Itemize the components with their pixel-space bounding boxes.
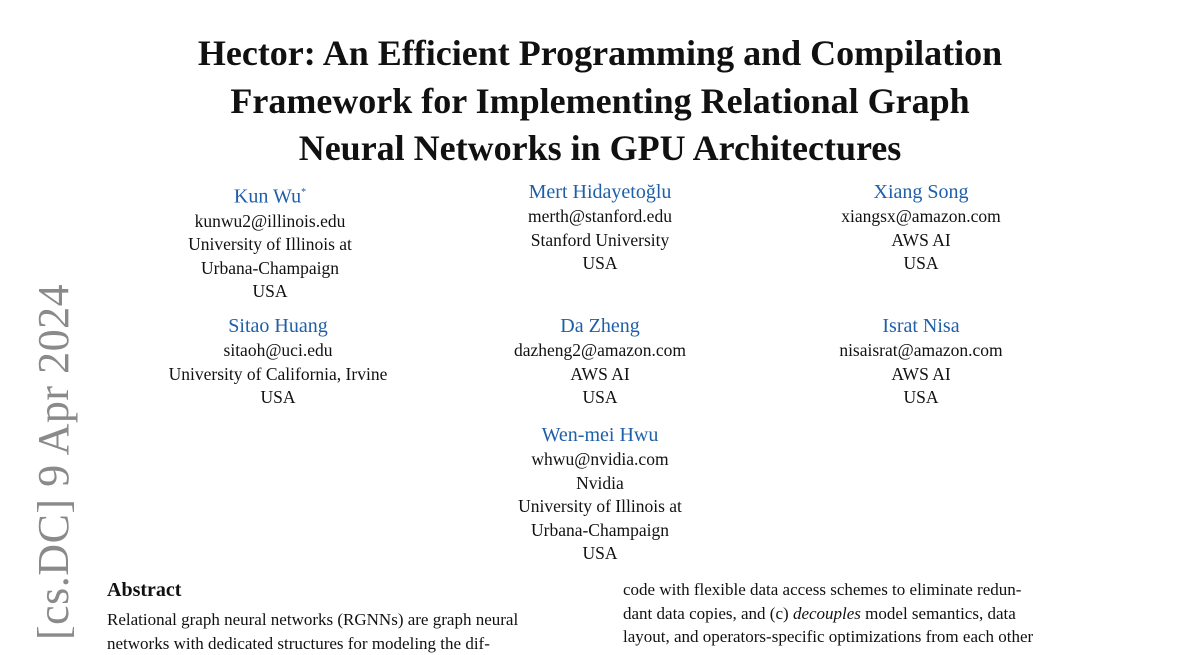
author-country: USA (756, 386, 1086, 410)
footnote-mark: * (301, 187, 306, 198)
author-block: Sitao Huang sitaoh@uci.edu University of… (113, 315, 443, 410)
author-block: Israt Nisa nisaisrat@amazon.com AWS AI U… (756, 315, 1086, 410)
title-line: Neural Networks in GPU Architectures (0, 125, 1200, 173)
author-email: dazheng2@amazon.com (435, 339, 765, 363)
arxiv-stamp: [cs.DC] 9 Apr 2024 (28, 284, 79, 640)
author-name-text: Kun Wu (234, 186, 301, 208)
author-email: xiangsx@amazon.com (756, 205, 1086, 229)
abstract-right-column: code with flexible data access schemes t… (623, 578, 1033, 649)
abstract-line: layout, and operators-specific optimizat… (623, 625, 1033, 649)
author-block: Kun Wu* kunwu2@illinois.edu University o… (105, 181, 435, 304)
author-name[interactable]: Israt Nisa (756, 315, 1086, 338)
author-affiliation: University of Illinois at (435, 495, 765, 519)
author-country: USA (756, 252, 1086, 276)
author-block: Mert Hidayetoğlu merth@stanford.edu Stan… (435, 181, 765, 276)
emphasis-text: decouples (793, 604, 861, 623)
author-name[interactable]: Wen-mei Hwu (435, 424, 765, 447)
abstract-heading: Abstract (107, 578, 518, 602)
author-email: whwu@nvidia.com (435, 448, 765, 472)
author-name[interactable]: Kun Wu* (105, 181, 435, 209)
author-affiliation: Urbana-Champaign (105, 257, 435, 281)
author-affiliation: University of California, Irvine (113, 363, 443, 387)
author-block: Xiang Song xiangsx@amazon.com AWS AI USA (756, 181, 1086, 276)
author-affiliation: AWS AI (756, 229, 1086, 253)
abstract-line: dant data copies, and (c) decouples mode… (623, 602, 1033, 626)
text-run: model semantics, data (861, 604, 1016, 623)
text-run: dant data copies, and (c) (623, 604, 793, 623)
abstract-line: networks with dedicated structures for m… (107, 632, 518, 655)
author-country: USA (113, 386, 443, 410)
author-name[interactable]: Mert Hidayetoğlu (435, 181, 765, 204)
author-email: kunwu2@illinois.edu (105, 210, 435, 234)
author-email: merth@stanford.edu (435, 205, 765, 229)
title-line: Framework for Implementing Relational Gr… (0, 78, 1200, 126)
title-line: Hector: An Efficient Programming and Com… (0, 30, 1200, 78)
author-affiliation: AWS AI (435, 363, 765, 387)
author-name[interactable]: Xiang Song (756, 181, 1086, 204)
author-block: Da Zheng dazheng2@amazon.com AWS AI USA (435, 315, 765, 410)
paper-title: Hector: An Efficient Programming and Com… (0, 30, 1200, 173)
author-email: sitaoh@uci.edu (113, 339, 443, 363)
author-affiliation: AWS AI (756, 363, 1086, 387)
author-country: USA (435, 542, 765, 566)
author-name[interactable]: Da Zheng (435, 315, 765, 338)
author-affiliation: Stanford University (435, 229, 765, 253)
author-country: USA (435, 386, 765, 410)
author-affiliation: Urbana-Champaign (435, 519, 765, 543)
author-affiliation: Nvidia (435, 472, 765, 496)
author-country: USA (105, 280, 435, 304)
author-country: USA (435, 252, 765, 276)
author-block: Wen-mei Hwu whwu@nvidia.com Nvidia Unive… (435, 424, 765, 566)
author-name[interactable]: Sitao Huang (113, 315, 443, 338)
author-affiliation: University of Illinois at (105, 233, 435, 257)
abstract-line: Relational graph neural networks (RGNNs)… (107, 608, 518, 632)
abstract-left-column: Abstract Relational graph neural network… (107, 578, 518, 655)
author-email: nisaisrat@amazon.com (756, 339, 1086, 363)
abstract-line: code with flexible data access schemes t… (623, 578, 1033, 602)
